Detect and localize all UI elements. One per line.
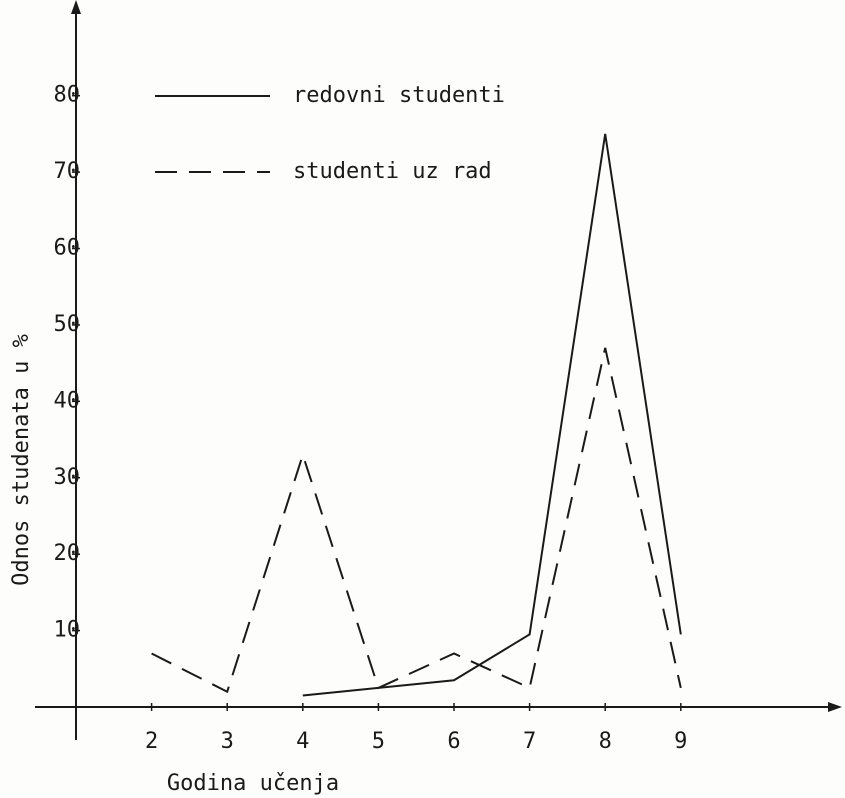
x-tick-label: 6	[447, 729, 460, 754]
x-arrow	[828, 702, 842, 712]
y-arrow	[71, 0, 81, 14]
x-tick-label: 2	[145, 729, 158, 754]
series-line	[151, 347, 682, 694]
legend-label: redovni studenti	[293, 83, 505, 108]
y-tick-label: 70	[54, 159, 81, 184]
x-tick-label: 7	[523, 729, 536, 754]
legend-label: studenti uz rad	[293, 159, 492, 184]
y-tick-label: 60	[54, 236, 81, 261]
series-line	[302, 133, 682, 697]
y-tick-label: 40	[54, 388, 81, 413]
y-tick-label: 30	[54, 465, 81, 490]
y-tick-label: 50	[54, 312, 81, 337]
x-tick-label: 3	[221, 729, 234, 754]
x-tick-label: 4	[296, 729, 309, 754]
x-tick-label: 8	[599, 729, 612, 754]
x-axis-label: Godina učenja	[167, 771, 339, 796]
x-tick-label: 5	[372, 729, 385, 754]
y-tick-label: 20	[54, 541, 81, 566]
y-tick-label: 10	[54, 618, 81, 643]
x-tick-label: 9	[674, 729, 687, 754]
y-axis-label: Odnos studenata u %	[9, 334, 34, 586]
y-tick-label: 80	[54, 83, 81, 108]
